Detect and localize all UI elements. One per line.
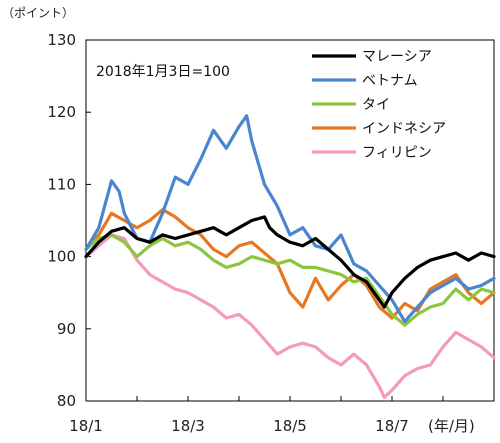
y-tick-label: 130 (47, 31, 76, 49)
series-line-2 (84, 233, 496, 327)
base-date-note: 2018年1月3日=100 (96, 64, 230, 80)
series-line-4 (84, 233, 496, 399)
legend-label: インドネシア (362, 121, 446, 137)
legend-label: フィリピン (362, 145, 432, 161)
y-axis: 130 120 110 100 90 80 (47, 31, 91, 410)
y-tick-label: 90 (57, 320, 76, 338)
legend-label: マレーシア (362, 49, 432, 65)
y-tick-label: 120 (47, 103, 76, 121)
y-unit-label: （ポイント） (2, 6, 74, 20)
x-axis: 18/1 18/3 18/5 18/7 (69, 396, 495, 435)
y-tick-label: 100 (47, 248, 76, 266)
x-tick-label: 18/7 (375, 417, 409, 435)
y-tick-label: 110 (47, 175, 76, 193)
legend-label: タイ (362, 97, 390, 113)
x-unit-label: (年/月) (428, 417, 475, 435)
y-tick-label: 80 (57, 392, 76, 410)
series-line-0 (84, 215, 496, 309)
series-lines (84, 114, 496, 399)
x-tick-label: 18/5 (273, 417, 307, 435)
x-tick-label: 18/3 (171, 417, 205, 435)
x-tick-label: 18/1 (69, 417, 103, 435)
series-line-3 (84, 208, 496, 320)
legend-label: ベトナム (362, 73, 418, 89)
